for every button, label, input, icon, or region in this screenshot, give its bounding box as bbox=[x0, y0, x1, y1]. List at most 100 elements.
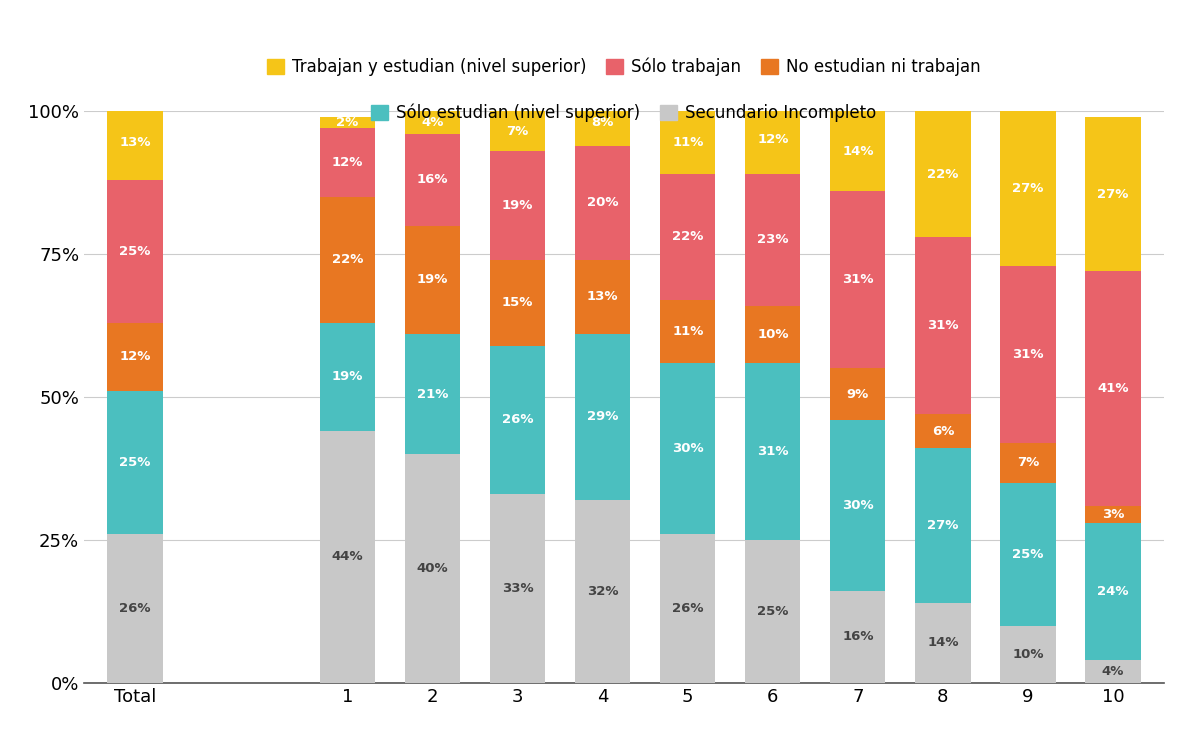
Bar bbox=[745, 540, 800, 683]
Bar bbox=[490, 494, 545, 683]
Bar bbox=[1085, 505, 1141, 522]
Text: 26%: 26% bbox=[672, 602, 703, 615]
Text: 10%: 10% bbox=[1012, 648, 1044, 660]
Text: 11%: 11% bbox=[672, 137, 703, 149]
Text: 12%: 12% bbox=[332, 157, 364, 169]
Text: 12%: 12% bbox=[119, 350, 151, 364]
Text: 44%: 44% bbox=[332, 551, 364, 563]
Bar bbox=[660, 534, 715, 683]
Text: 27%: 27% bbox=[928, 519, 959, 532]
Bar bbox=[1001, 483, 1056, 626]
Bar bbox=[575, 500, 630, 683]
Bar bbox=[1001, 626, 1056, 683]
Text: 30%: 30% bbox=[672, 442, 703, 455]
Bar bbox=[320, 128, 376, 197]
Text: 30%: 30% bbox=[842, 499, 874, 512]
Text: 13%: 13% bbox=[587, 290, 618, 303]
Text: 16%: 16% bbox=[416, 174, 449, 186]
Text: 10%: 10% bbox=[757, 328, 788, 341]
Bar bbox=[490, 111, 545, 151]
Bar bbox=[406, 111, 461, 134]
Text: 25%: 25% bbox=[119, 245, 151, 257]
Bar bbox=[745, 363, 800, 540]
Text: 7%: 7% bbox=[1016, 456, 1039, 469]
Legend: Sólo estudian (nivel superior), Secundario Incompleto: Sólo estudian (nivel superior), Secundar… bbox=[365, 96, 883, 128]
Bar bbox=[660, 111, 715, 174]
Text: 32%: 32% bbox=[587, 585, 618, 598]
Bar bbox=[745, 174, 800, 306]
Text: 21%: 21% bbox=[416, 387, 449, 401]
Bar bbox=[916, 448, 971, 603]
Text: 4%: 4% bbox=[421, 116, 444, 129]
Bar bbox=[575, 145, 630, 260]
Text: 22%: 22% bbox=[928, 168, 959, 180]
Text: 31%: 31% bbox=[757, 444, 788, 458]
Bar bbox=[1001, 111, 1056, 266]
Bar bbox=[830, 191, 886, 369]
Bar bbox=[660, 363, 715, 534]
Text: 31%: 31% bbox=[1012, 347, 1044, 361]
Text: 31%: 31% bbox=[928, 319, 959, 332]
Bar bbox=[406, 134, 461, 226]
Text: 31%: 31% bbox=[842, 273, 874, 286]
Bar bbox=[107, 180, 163, 323]
Text: 15%: 15% bbox=[502, 296, 533, 309]
Text: 9%: 9% bbox=[847, 387, 869, 401]
Text: 25%: 25% bbox=[757, 605, 788, 618]
Text: 19%: 19% bbox=[502, 199, 533, 212]
Text: 23%: 23% bbox=[757, 233, 788, 246]
Bar bbox=[916, 603, 971, 683]
Text: 27%: 27% bbox=[1097, 188, 1129, 200]
Text: 2%: 2% bbox=[336, 116, 359, 129]
Bar bbox=[830, 420, 886, 591]
Bar bbox=[1001, 443, 1056, 483]
Text: 27%: 27% bbox=[1013, 182, 1044, 195]
Bar bbox=[575, 260, 630, 334]
Text: 24%: 24% bbox=[1097, 585, 1129, 598]
Bar bbox=[406, 226, 461, 334]
Bar bbox=[1085, 117, 1141, 272]
Bar bbox=[916, 111, 971, 237]
Bar bbox=[107, 391, 163, 534]
Text: 14%: 14% bbox=[928, 636, 959, 649]
Text: 26%: 26% bbox=[502, 413, 534, 427]
Bar bbox=[107, 323, 163, 391]
Text: 19%: 19% bbox=[416, 273, 449, 286]
Text: 29%: 29% bbox=[587, 410, 618, 424]
Bar bbox=[830, 111, 886, 191]
Bar bbox=[660, 300, 715, 363]
Bar bbox=[745, 306, 800, 363]
Bar bbox=[830, 369, 886, 420]
Text: 41%: 41% bbox=[1097, 382, 1129, 395]
Text: 11%: 11% bbox=[672, 325, 703, 338]
Text: 22%: 22% bbox=[332, 253, 364, 266]
Text: 22%: 22% bbox=[672, 231, 703, 243]
Text: 8%: 8% bbox=[592, 116, 614, 129]
Bar bbox=[490, 260, 545, 346]
Text: 26%: 26% bbox=[119, 602, 151, 615]
Text: 14%: 14% bbox=[842, 145, 874, 158]
Bar bbox=[1085, 522, 1141, 660]
Bar bbox=[107, 534, 163, 683]
Bar bbox=[406, 454, 461, 683]
Text: 19%: 19% bbox=[332, 370, 364, 384]
Text: 6%: 6% bbox=[931, 424, 954, 438]
Bar bbox=[830, 591, 886, 683]
Text: 25%: 25% bbox=[119, 456, 151, 469]
Bar bbox=[1085, 660, 1141, 683]
Text: 7%: 7% bbox=[506, 125, 529, 138]
Text: 40%: 40% bbox=[416, 562, 449, 575]
Text: 4%: 4% bbox=[1102, 665, 1124, 677]
Bar bbox=[320, 197, 376, 323]
Bar bbox=[320, 117, 376, 128]
Bar bbox=[575, 100, 630, 145]
Bar bbox=[406, 334, 461, 454]
Bar bbox=[745, 105, 800, 174]
Bar bbox=[490, 151, 545, 260]
Bar bbox=[320, 323, 376, 431]
Text: 3%: 3% bbox=[1102, 508, 1124, 521]
Bar bbox=[1001, 266, 1056, 443]
Text: 16%: 16% bbox=[842, 631, 874, 643]
Text: 20%: 20% bbox=[587, 196, 618, 209]
Bar bbox=[490, 346, 545, 494]
